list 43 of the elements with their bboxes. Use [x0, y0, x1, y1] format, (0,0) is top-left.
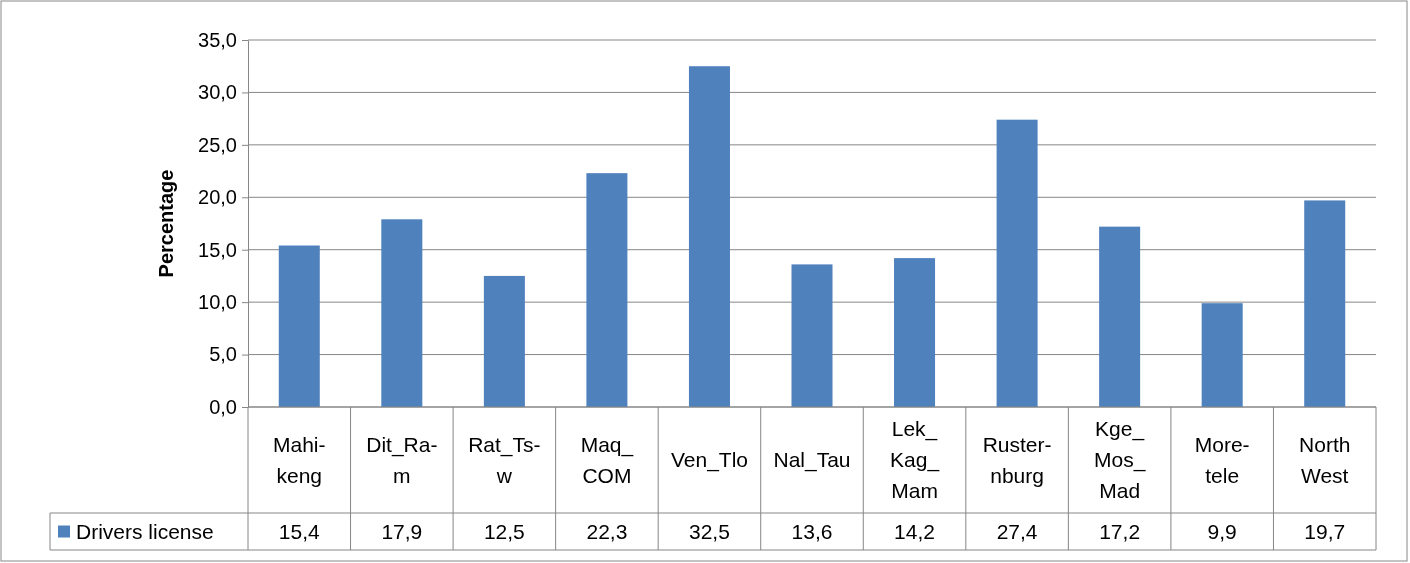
y-tick-label: 35,0	[198, 28, 237, 51]
bar	[791, 264, 833, 407]
data-label: 14,2	[894, 519, 935, 543]
x-tick-label: Ruster-nburg	[982, 432, 1052, 487]
bar	[1304, 200, 1346, 407]
y-tick-label: 5,0	[209, 343, 237, 366]
bar	[278, 245, 320, 407]
bar	[996, 119, 1038, 407]
y-tick-label: 10,0	[198, 291, 237, 314]
x-tick-label: Mahi-keng	[273, 432, 326, 487]
data-label: 15,4	[278, 519, 321, 543]
legend-label: Drivers license	[76, 519, 214, 543]
data-label: 9,9	[1207, 519, 1237, 543]
data-label: 19,7	[1304, 519, 1346, 543]
x-tick-label: Nal_Tau	[773, 448, 851, 472]
bar	[586, 173, 628, 407]
data-label: 32,5	[689, 519, 730, 543]
bar	[894, 258, 936, 407]
bar	[483, 275, 525, 407]
data-label: 17,9	[381, 519, 423, 543]
data-label: 22,3	[586, 519, 628, 543]
x-tick-label: Rat_Ts-w	[468, 432, 541, 487]
bar	[688, 66, 730, 407]
y-tick-label: 30,0	[198, 81, 237, 104]
bar	[1201, 303, 1243, 407]
bar	[381, 219, 423, 407]
x-tick-label: North West	[1299, 432, 1351, 487]
x-tick-label: Dit_Ra-m	[366, 432, 438, 487]
y-tick-label: 20,0	[198, 186, 237, 209]
x-tick-label: Kge_Mos_Mad	[1093, 417, 1146, 502]
bar	[1099, 226, 1141, 407]
data-label: 13,6	[791, 519, 833, 543]
data-label: 12,5	[483, 519, 525, 543]
data-label: 27,4	[996, 519, 1038, 543]
x-tick-label: More-tele	[1194, 432, 1250, 487]
y-axis-title: Percentage	[155, 169, 177, 278]
x-tick-label: Lek_Kag_Mam	[890, 417, 940, 502]
y-tick-label: 0,0	[209, 395, 237, 418]
x-tick-label: Ven_Tlo	[670, 448, 748, 472]
x-tick-label: Maq_COM	[580, 432, 634, 487]
y-tick-label: 15,0	[198, 238, 237, 261]
data-label: 17,2	[1099, 519, 1141, 543]
y-tick-label: 25,0	[198, 133, 237, 156]
